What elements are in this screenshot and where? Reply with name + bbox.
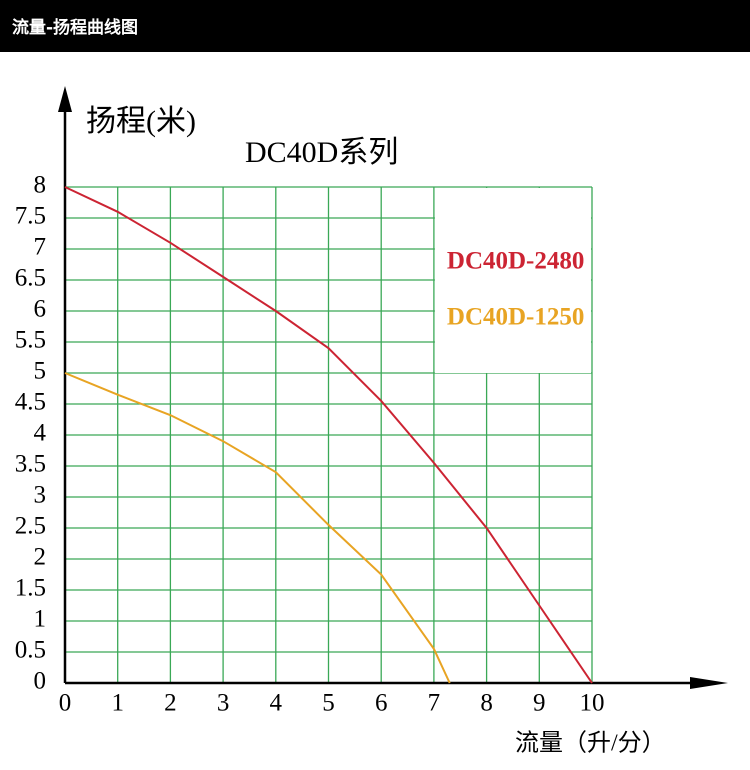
y-tick-label: 8 xyxy=(34,172,47,199)
legend-box xyxy=(434,188,591,373)
y-tick-label: 6 xyxy=(34,296,47,323)
y-tick-label: 2 xyxy=(34,544,47,571)
y-tick-label: 1 xyxy=(34,606,47,633)
header-title: 流量-扬程曲线图 xyxy=(12,17,138,38)
legend-label: DC40D-2480 xyxy=(447,248,585,275)
x-tick-label: 4 xyxy=(270,690,283,717)
y-tick-label: 7 xyxy=(34,234,47,261)
y-tick-label: 2.5 xyxy=(15,513,46,540)
x-axis-label: 流量（升/分） xyxy=(515,730,666,757)
y-tick-label: 5.5 xyxy=(15,327,46,354)
x-tick-label: 3 xyxy=(217,690,230,717)
y-tick-label: 6.5 xyxy=(15,265,46,292)
x-tick-label: 6 xyxy=(375,690,388,717)
y-tick-label: 5 xyxy=(34,358,47,385)
header-bar xyxy=(0,0,750,52)
y-axis-label: 扬程(米) xyxy=(86,105,196,138)
y-tick-label: 4 xyxy=(34,420,47,447)
y-axis-arrow xyxy=(58,86,72,112)
x-tick-label: 5 xyxy=(322,690,335,717)
x-tick-label: 2 xyxy=(164,690,177,717)
x-tick-label: 9 xyxy=(533,690,546,717)
x-tick-label: 10 xyxy=(580,690,605,717)
x-tick-label: 0 xyxy=(59,690,72,717)
x-axis-arrow xyxy=(690,677,728,689)
y-tick-label: 3 xyxy=(34,482,47,509)
x-tick-label: 1 xyxy=(111,690,124,717)
y-tick-label: 4.5 xyxy=(15,389,46,416)
series-line xyxy=(64,372,451,684)
y-tick-label: 0 xyxy=(34,668,47,695)
y-tick-label: 0.5 xyxy=(15,637,46,664)
legend-label: DC40D-1250 xyxy=(447,304,585,331)
y-tick-label: 3.5 xyxy=(15,451,46,478)
chart-title: DC40D系列 xyxy=(245,136,398,169)
y-tick-label: 7.5 xyxy=(15,203,46,230)
x-tick-label: 8 xyxy=(480,690,493,717)
series-line xyxy=(64,186,593,684)
y-tick-label: 1.5 xyxy=(15,575,46,602)
x-tick-label: 7 xyxy=(428,690,441,717)
